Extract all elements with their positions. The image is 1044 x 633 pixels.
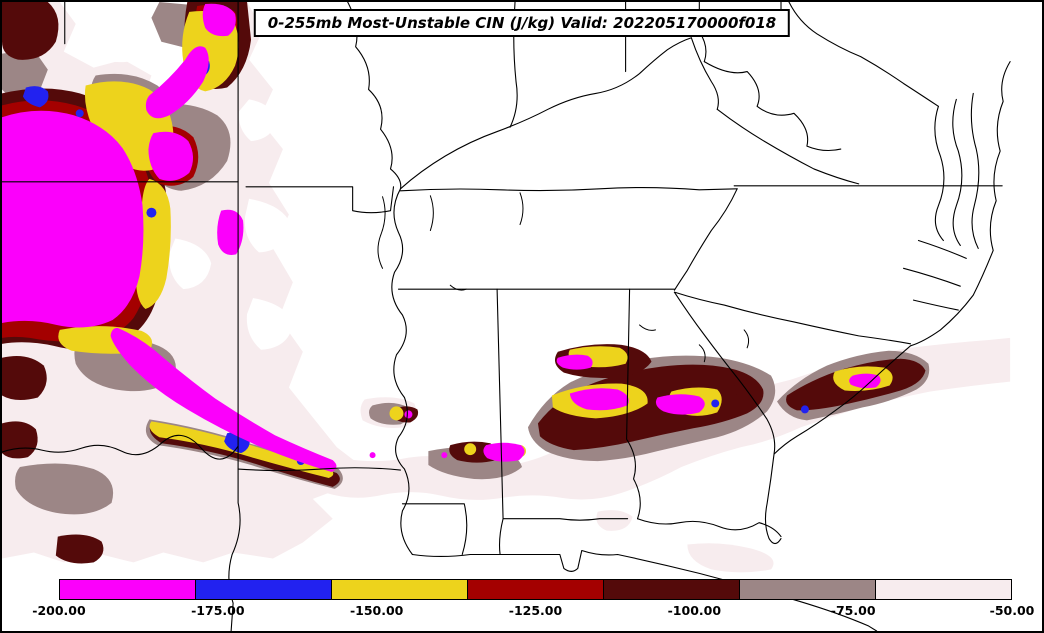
contour-speck <box>464 443 477 456</box>
river-squiggle <box>377 196 386 269</box>
river-squiggle <box>698 344 706 363</box>
contour-speck <box>389 406 404 421</box>
contour-blob <box>569 388 629 411</box>
colorbar-tick-label: -175.00 <box>191 603 245 618</box>
contour-hole <box>246 298 293 350</box>
colorbar-tick-label: -200.00 <box>32 603 86 618</box>
bay-line <box>970 92 980 249</box>
contour-blob <box>733 383 758 397</box>
bay-line <box>934 105 945 242</box>
state-border-line <box>245 186 395 214</box>
contour-blob <box>687 543 774 573</box>
contour-hole <box>86 8 154 63</box>
colorbar-tick-label: -50.00 <box>989 603 1035 618</box>
contour-blob <box>596 510 633 531</box>
contour-speck <box>404 410 413 419</box>
state-border-line <box>637 518 782 538</box>
river-squiggle <box>519 192 524 226</box>
contour-blob <box>217 209 244 255</box>
contour-blob <box>202 3 236 37</box>
chart-title: 0-255mb Most-Unstable CIN (J/kg) Valid: … <box>253 9 791 37</box>
contour-blob <box>483 442 525 462</box>
contour-blob <box>145 46 209 119</box>
sound-line <box>912 299 959 311</box>
coastline <box>764 61 1011 545</box>
colorbar-labels: -200.00 -175.00 -150.00 -125.00 -100.00 -75.0… <box>32 603 1034 619</box>
coastline <box>411 549 878 631</box>
state-border-line <box>716 108 860 185</box>
contour-layer-background-holes <box>86 8 293 350</box>
contour-hole <box>244 198 291 253</box>
colorbar-segment-blue <box>196 580 332 599</box>
colorbar-segments <box>59 579 1012 600</box>
river-squiggle <box>429 195 434 232</box>
state-border-line <box>502 518 629 521</box>
sound-line <box>917 239 967 259</box>
colorbar-segment-red <box>468 580 604 599</box>
colorbar-segment-magenta <box>60 580 196 599</box>
sound-line <box>902 267 961 287</box>
river-squiggle <box>743 329 750 349</box>
contour-blob <box>2 355 47 401</box>
river-squiggle <box>449 284 467 291</box>
colorbar-segment-yellow <box>332 580 468 599</box>
contour-blob <box>2 49 48 98</box>
contour-blob <box>55 534 104 564</box>
contour-blob <box>2 110 144 328</box>
state-border-line <box>237 467 402 472</box>
contour-speck <box>146 207 157 218</box>
colorbar-tick-label: -150.00 <box>349 603 404 618</box>
contour-speck <box>75 109 84 118</box>
river-border-line <box>788 2 939 107</box>
state-border-line <box>626 288 641 520</box>
contour-hole <box>238 99 277 142</box>
state-border-line <box>496 288 504 556</box>
river-squiggles <box>377 192 750 363</box>
colorbar-tick-label: -125.00 <box>508 603 563 618</box>
contour-blob <box>2 2 59 60</box>
colorbar-tick-label: -75.00 <box>830 603 876 618</box>
state-border-line <box>401 503 468 556</box>
state-border-line <box>2 434 239 460</box>
bay-line <box>952 98 963 246</box>
contour-speck <box>800 405 809 414</box>
contour-blob <box>22 86 49 108</box>
contour-blob <box>135 178 171 310</box>
contour-blob <box>110 327 337 473</box>
colorbar-segment-pale-pink <box>876 580 1011 599</box>
contour-speck <box>441 452 448 459</box>
contour-blob <box>148 131 194 181</box>
river-border-line <box>347 2 402 190</box>
river-border-line <box>399 37 692 190</box>
colorbar-tick-label: -100.00 <box>667 603 722 618</box>
contour-hole <box>169 238 212 290</box>
contour-blob <box>15 463 114 515</box>
state-border-line <box>673 291 912 345</box>
contour-layer-magenta <box>2 3 881 473</box>
colorbar-segment-rosy-gray <box>740 580 876 599</box>
colorbar-segment-dark-maroon <box>604 580 740 599</box>
contour-speck <box>369 452 376 459</box>
contour-blob <box>556 354 593 370</box>
river-border-line <box>673 291 776 455</box>
state-border-line <box>399 186 738 192</box>
state-border-line <box>703 61 842 152</box>
state-border-line <box>690 37 719 110</box>
contour-speck <box>711 399 720 408</box>
river-border-line <box>391 188 413 556</box>
river-squiggle <box>639 324 656 331</box>
contour-blob <box>849 373 881 389</box>
contour-blob <box>655 394 705 415</box>
contour-blob <box>2 421 38 459</box>
state-border-line <box>673 188 738 291</box>
